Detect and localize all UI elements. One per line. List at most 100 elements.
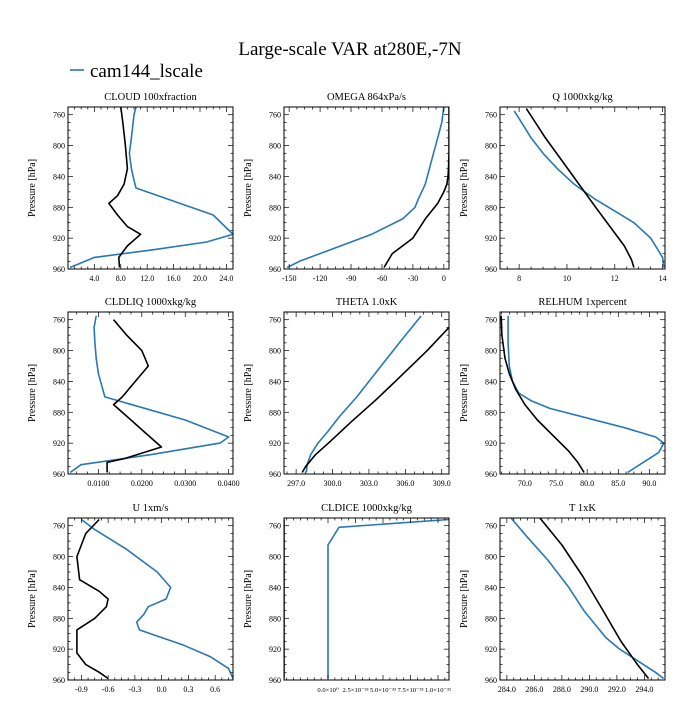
series-line-reference — [301, 326, 449, 473]
y-axis-label: Pressure [hPa] — [243, 364, 254, 422]
y-tick-label: 960 — [53, 676, 65, 685]
x-tick-label: -0.3 — [129, 685, 142, 694]
y-tick-label: 800 — [53, 553, 65, 562]
plot-frame — [67, 106, 234, 270]
y-tick-label: 920 — [53, 234, 65, 243]
y-axis-label: Pressure [hPa] — [27, 159, 38, 217]
series-line-reference — [76, 518, 109, 680]
panel-title: CLOUD 100xfraction — [104, 92, 197, 103]
y-tick-label: 880 — [269, 614, 281, 623]
y-tick-label: 880 — [485, 408, 497, 417]
y-tick-label: 880 — [53, 614, 65, 623]
y-tick-label: 840 — [269, 172, 281, 181]
x-tick-label: 10 — [563, 274, 571, 283]
y-tick-label: 800 — [269, 142, 281, 151]
x-tick-label: 0.0100 — [87, 479, 109, 488]
series-line-model — [510, 518, 665, 680]
x-tick-label: 306.0 — [396, 479, 414, 488]
x-tick-label: 4.0 — [89, 274, 99, 283]
x-tick-label: 300.0 — [324, 479, 342, 488]
y-tick-label: 880 — [269, 203, 281, 212]
x-tick-label: 297.0 — [287, 479, 305, 488]
panel-title: U 1xm/s — [133, 503, 169, 514]
panel-title: RELHUM 1xpercent — [538, 297, 626, 308]
x-tick-label: 5.0×10⁻³³ — [370, 687, 396, 694]
y-tick-label: 800 — [269, 553, 281, 562]
y-tick-label: 760 — [269, 316, 281, 325]
y-tick-label: 760 — [485, 111, 497, 120]
x-tick-label: 2.5×10⁻³³ — [343, 687, 369, 694]
x-tick-label: 292.0 — [608, 685, 626, 694]
y-tick-label: 760 — [485, 522, 497, 531]
plot-frame — [283, 517, 450, 681]
panel-title: THETA 1.0xK — [336, 297, 398, 308]
y-tick-label: 960 — [269, 470, 281, 479]
x-tick-label: 14 — [659, 274, 667, 283]
x-tick-label: 16.0 — [167, 274, 181, 283]
x-tick-label: 0.3 — [183, 685, 193, 694]
y-tick-label: 840 — [485, 583, 497, 592]
y-tick-label: 920 — [269, 234, 281, 243]
panel-title: OMEGA 864xPa/s — [327, 92, 406, 103]
y-tick-label: 800 — [485, 347, 497, 356]
series-line-model — [513, 110, 665, 268]
y-tick-label: 960 — [485, 265, 497, 274]
panel-title: Q 1000xkg/kg — [552, 92, 613, 103]
y-tick-label: 840 — [269, 583, 281, 592]
y-axis-label: Pressure [hPa] — [459, 570, 470, 628]
y-tick-label: 840 — [53, 377, 65, 386]
x-tick-label: 284.0 — [498, 685, 516, 694]
y-tick-label: 880 — [53, 203, 65, 212]
x-tick-label: 12.0 — [140, 274, 154, 283]
series-line-model — [305, 315, 422, 473]
x-tick-label: 24.0 — [219, 274, 233, 283]
series-line-reference — [106, 319, 163, 473]
x-tick-label: 8 — [517, 274, 521, 283]
figure-title: Large-scale VAR at280E,-7N — [238, 39, 461, 60]
x-tick-label: 303.0 — [360, 479, 378, 488]
x-tick-label: 80.0 — [580, 479, 594, 488]
panel-3: CLDLIQ 1000xkg/kg Pressure [hPa] 760 800 840… — [27, 297, 240, 488]
x-tick-label: 0.0×10⁰ — [317, 687, 339, 694]
x-tick-label: 0.0400 — [218, 479, 240, 488]
y-tick-label: 760 — [53, 111, 65, 120]
series-line-model — [69, 107, 233, 269]
y-tick-label: 920 — [485, 234, 497, 243]
series-line-reference — [525, 108, 635, 268]
panel-4: THETA 1.0xK Pressure [hPa] 760 800 840 880 920… — [243, 297, 451, 488]
y-tick-label: 800 — [53, 142, 65, 151]
panel-title: CLDLIQ 1000xkg/kg — [105, 297, 197, 308]
y-tick-label: 920 — [53, 439, 65, 448]
legend: cam144_lscale — [70, 61, 203, 82]
y-tick-label: 800 — [53, 347, 65, 356]
x-tick-label: 8.0 — [116, 274, 126, 283]
y-axis-label: Pressure [hPa] — [243, 570, 254, 628]
y-tick-label: 760 — [53, 316, 65, 325]
plot-frame — [67, 311, 234, 475]
series-line-reference — [108, 107, 142, 268]
plot-frame — [67, 517, 234, 681]
plot-frame — [499, 517, 666, 681]
x-tick-label: -0.9 — [75, 685, 88, 694]
x-tick-label: 0 — [442, 274, 446, 283]
y-tick-label: 760 — [269, 111, 281, 120]
series-line-model — [507, 315, 665, 474]
panel-1: OMEGA 864xPa/s Pressure [hPa] 760 800 840 880… — [243, 92, 450, 283]
x-tick-label: -120 — [313, 274, 328, 283]
x-tick-label: 288.0 — [553, 685, 571, 694]
x-tick-label: 1.0×10⁻³² — [425, 687, 451, 694]
plot-frame — [499, 311, 666, 475]
y-tick-label: 920 — [53, 645, 65, 654]
y-tick-label: 960 — [53, 265, 65, 274]
panel-6: U 1xm/s Pressure [hPa] 760 800 840 880 920 960 -… — [27, 503, 234, 694]
y-tick-label: 960 — [485, 470, 497, 479]
y-axis-label: Pressure [hPa] — [459, 159, 470, 217]
plot-frame — [499, 106, 666, 270]
x-tick-label: 70.0 — [518, 479, 532, 488]
y-tick-label: 840 — [53, 583, 65, 592]
y-tick-label: 880 — [53, 408, 65, 417]
panel-2: Q 1000xkg/kg Pressure [hPa] 760 800 840 880 92… — [459, 92, 667, 283]
x-tick-label: 85.0 — [611, 479, 625, 488]
